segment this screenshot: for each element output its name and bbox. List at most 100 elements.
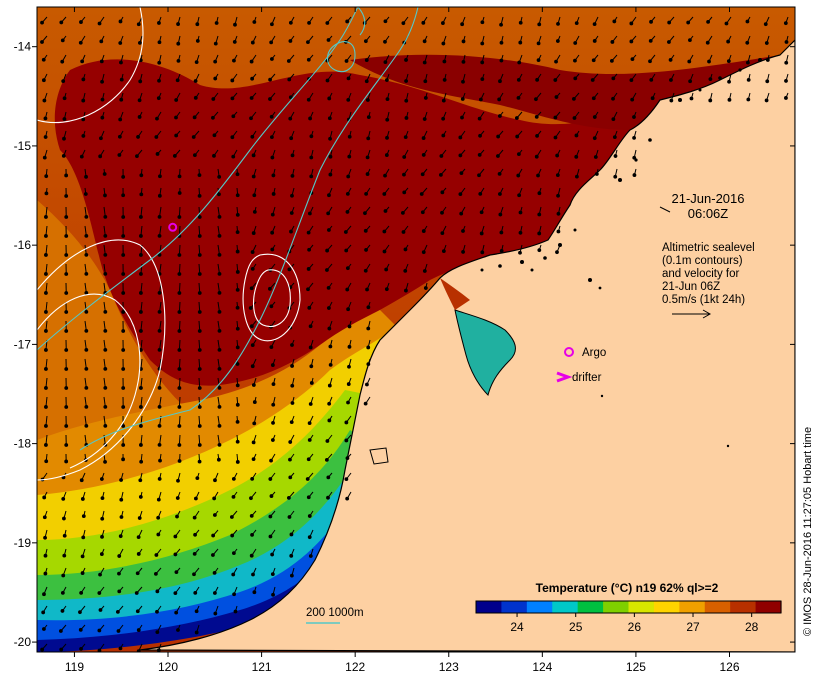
velocity-arrow-head xyxy=(45,192,48,195)
velocity-arrow-head xyxy=(405,80,408,83)
velocity-arrow-head xyxy=(668,21,671,24)
velocity-arrow-head xyxy=(158,478,161,481)
velocity-arrow-head xyxy=(120,78,123,81)
velocity-arrow-head xyxy=(727,40,730,43)
velocity-arrow-head xyxy=(328,117,331,120)
velocity-arrow-head xyxy=(103,173,106,176)
velocity-arrow-head xyxy=(194,533,197,536)
velocity-arrow-head xyxy=(85,349,88,352)
velocity-arrow-head xyxy=(158,215,161,218)
altimetry-note-line1: Altimetric sealevel xyxy=(662,242,755,254)
velocity-arrow-head xyxy=(156,153,159,156)
velocity-arrow-head xyxy=(122,368,125,371)
velocity-arrow-head xyxy=(98,629,101,632)
velocity-arrow-head xyxy=(85,235,88,238)
velocity-arrow-head xyxy=(344,231,347,234)
velocity-arrow-head xyxy=(99,155,102,158)
velocity-arrow-head xyxy=(535,98,538,101)
velocity-arrow-head xyxy=(307,41,310,44)
velocity-arrow-head xyxy=(232,573,235,576)
velocity-arrow-head xyxy=(213,592,216,595)
velocity-arrow-head xyxy=(173,155,176,158)
velocity-arrow-head xyxy=(366,173,369,176)
velocity-arrow-head xyxy=(290,574,293,577)
colorbar-segment xyxy=(756,601,782,613)
velocity-arrow-head xyxy=(345,421,348,424)
velocity-arrow-head xyxy=(345,439,348,442)
velocity-arrow-head xyxy=(250,325,253,328)
velocity-arrow-head xyxy=(65,273,68,276)
velocity-arrow-head xyxy=(269,98,272,101)
argo-legend-label: Argo xyxy=(582,347,606,359)
velocity-arrow-head xyxy=(288,516,291,519)
velocity-arrow-head xyxy=(158,310,161,313)
velocity-arrow-head xyxy=(612,97,615,100)
velocity-arrow-head xyxy=(45,349,48,352)
velocity-arrow-head xyxy=(649,39,652,42)
velocity-arrow-head xyxy=(104,425,107,428)
velocity-arrow-head xyxy=(612,77,615,80)
velocity-arrow-head xyxy=(253,21,256,24)
velocity-arrow-head xyxy=(289,21,292,24)
velocity-arrow-head xyxy=(80,591,83,594)
velocity-arrow-head xyxy=(291,402,294,405)
velocity-arrow-head xyxy=(347,401,350,404)
x-tick-label: 121 xyxy=(252,660,272,674)
velocity-arrow-head xyxy=(441,191,444,194)
velocity-arrow-head xyxy=(231,79,234,82)
velocity-arrow-head xyxy=(156,590,159,593)
velocity-arrow-head xyxy=(175,116,178,119)
velocity-arrow-head xyxy=(747,98,750,101)
velocity-arrow-head xyxy=(423,270,426,273)
velocity-arrow-head xyxy=(81,60,84,63)
velocity-arrow-head xyxy=(367,327,370,330)
velocity-arrow-head xyxy=(43,593,46,596)
velocity-arrow-head xyxy=(401,211,404,214)
velocity-arrow-head xyxy=(708,60,711,63)
velocity-arrow-head xyxy=(591,79,594,82)
velocity-arrow-head xyxy=(41,21,44,24)
velocity-arrow-head xyxy=(270,41,273,44)
velocity-arrow-head xyxy=(80,21,83,24)
velocity-arrow-head xyxy=(347,175,350,178)
velocity-arrow-head xyxy=(670,79,673,82)
velocity-arrow-head xyxy=(309,325,312,328)
velocity-arrow-head xyxy=(289,476,292,479)
velocity-arrow-head xyxy=(218,175,221,178)
velocity-arrow-head xyxy=(198,235,201,238)
velocity-arrow-head xyxy=(386,118,389,121)
velocity-arrow-head xyxy=(81,555,84,558)
velocity-arrow-head xyxy=(120,479,123,482)
velocity-arrow-head xyxy=(158,194,161,197)
velocity-arrow-head xyxy=(269,478,272,481)
velocity-arrow-head xyxy=(233,59,236,62)
velocity-arrow-head xyxy=(232,495,235,498)
velocity-arrow-head xyxy=(478,154,481,157)
velocity-arrow-head xyxy=(592,59,595,62)
velocity-arrow-head xyxy=(614,155,617,158)
velocity-arrow-head xyxy=(104,194,107,197)
velocity-arrow-head xyxy=(288,78,291,81)
velocity-arrow-head xyxy=(139,496,142,499)
velocity-arrow-head xyxy=(214,612,217,615)
colorbar-segment xyxy=(578,601,604,613)
velocity-arrow-head xyxy=(519,231,522,234)
velocity-arrow-head xyxy=(461,116,464,119)
colorbar-segment xyxy=(527,601,553,613)
velocity-arrow-head xyxy=(307,496,310,499)
y-tick-label: -20 xyxy=(14,635,32,649)
velocity-arrow-head xyxy=(230,516,233,519)
velocity-arrow-head xyxy=(365,192,368,195)
velocity-arrow-head xyxy=(218,443,221,446)
velocity-arrow-head xyxy=(384,40,387,43)
velocity-arrow-head xyxy=(80,648,83,651)
velocity-arrow-head xyxy=(175,99,178,102)
velocity-arrow-head xyxy=(65,254,68,257)
velocity-arrow-head xyxy=(633,116,636,119)
velocity-arrow-head xyxy=(555,96,558,99)
velocity-arrow-head xyxy=(122,330,125,333)
velocity-arrow-head xyxy=(250,497,253,500)
velocity-arrow-head xyxy=(497,155,500,158)
velocity-arrow-head xyxy=(650,78,653,81)
